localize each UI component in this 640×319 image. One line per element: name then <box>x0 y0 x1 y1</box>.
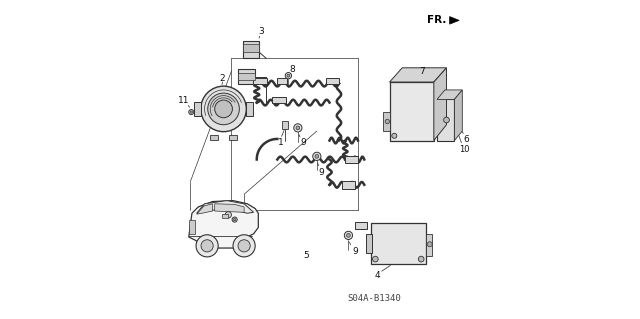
Bar <box>272 97 285 103</box>
Bar <box>346 156 358 163</box>
Circle shape <box>201 240 213 252</box>
Bar <box>390 82 434 141</box>
Bar <box>366 234 372 253</box>
Bar <box>426 234 432 256</box>
Bar <box>210 135 218 140</box>
Text: 9: 9 <box>319 168 324 177</box>
Circle shape <box>444 117 449 123</box>
Circle shape <box>232 217 237 222</box>
Polygon shape <box>214 204 244 212</box>
Circle shape <box>285 72 292 79</box>
Circle shape <box>287 74 290 77</box>
Bar <box>246 102 253 116</box>
Circle shape <box>234 219 236 221</box>
Bar <box>355 222 367 229</box>
Circle shape <box>201 86 246 132</box>
Text: 8: 8 <box>290 65 296 74</box>
Polygon shape <box>437 90 462 100</box>
Bar <box>238 69 255 84</box>
Text: 1: 1 <box>278 137 284 147</box>
Circle shape <box>315 154 319 158</box>
Circle shape <box>372 256 378 262</box>
Bar <box>228 135 237 140</box>
Text: 6: 6 <box>463 135 469 144</box>
Circle shape <box>189 109 194 115</box>
Polygon shape <box>189 201 259 248</box>
Circle shape <box>238 240 250 252</box>
Text: 9: 9 <box>301 138 307 147</box>
Bar <box>342 181 355 189</box>
Bar <box>371 223 426 264</box>
Bar <box>326 78 339 84</box>
Circle shape <box>344 231 353 240</box>
Text: 9: 9 <box>352 247 358 256</box>
Bar <box>243 41 259 58</box>
Bar <box>282 121 288 129</box>
Circle shape <box>347 234 350 237</box>
Bar <box>383 112 390 131</box>
Circle shape <box>392 133 397 138</box>
Circle shape <box>294 124 302 132</box>
Circle shape <box>214 100 232 118</box>
Text: 2: 2 <box>220 74 225 83</box>
Circle shape <box>208 93 239 125</box>
Bar <box>277 78 287 84</box>
Text: 5: 5 <box>303 251 308 260</box>
Bar <box>243 44 259 52</box>
Text: 10: 10 <box>460 145 470 154</box>
Circle shape <box>296 126 300 130</box>
Circle shape <box>225 212 232 218</box>
Text: 4: 4 <box>374 271 380 280</box>
Bar <box>437 100 454 141</box>
Bar <box>238 72 255 80</box>
Circle shape <box>190 111 193 113</box>
Circle shape <box>385 119 390 124</box>
Circle shape <box>419 256 424 262</box>
Bar <box>222 214 228 218</box>
Polygon shape <box>450 17 459 24</box>
Bar <box>195 102 201 116</box>
Polygon shape <box>434 68 447 141</box>
Bar <box>253 78 266 84</box>
Polygon shape <box>196 201 253 213</box>
Text: FR.: FR. <box>427 15 447 26</box>
Bar <box>189 219 195 234</box>
Text: S04A-B1340: S04A-B1340 <box>347 294 401 303</box>
Text: 11: 11 <box>178 96 189 105</box>
Circle shape <box>313 152 321 160</box>
Circle shape <box>233 235 255 257</box>
Polygon shape <box>196 204 212 214</box>
Text: 7: 7 <box>419 67 425 76</box>
Text: 3: 3 <box>259 26 264 36</box>
Polygon shape <box>454 90 462 141</box>
Circle shape <box>196 235 218 257</box>
Circle shape <box>427 242 432 247</box>
Polygon shape <box>390 68 447 82</box>
